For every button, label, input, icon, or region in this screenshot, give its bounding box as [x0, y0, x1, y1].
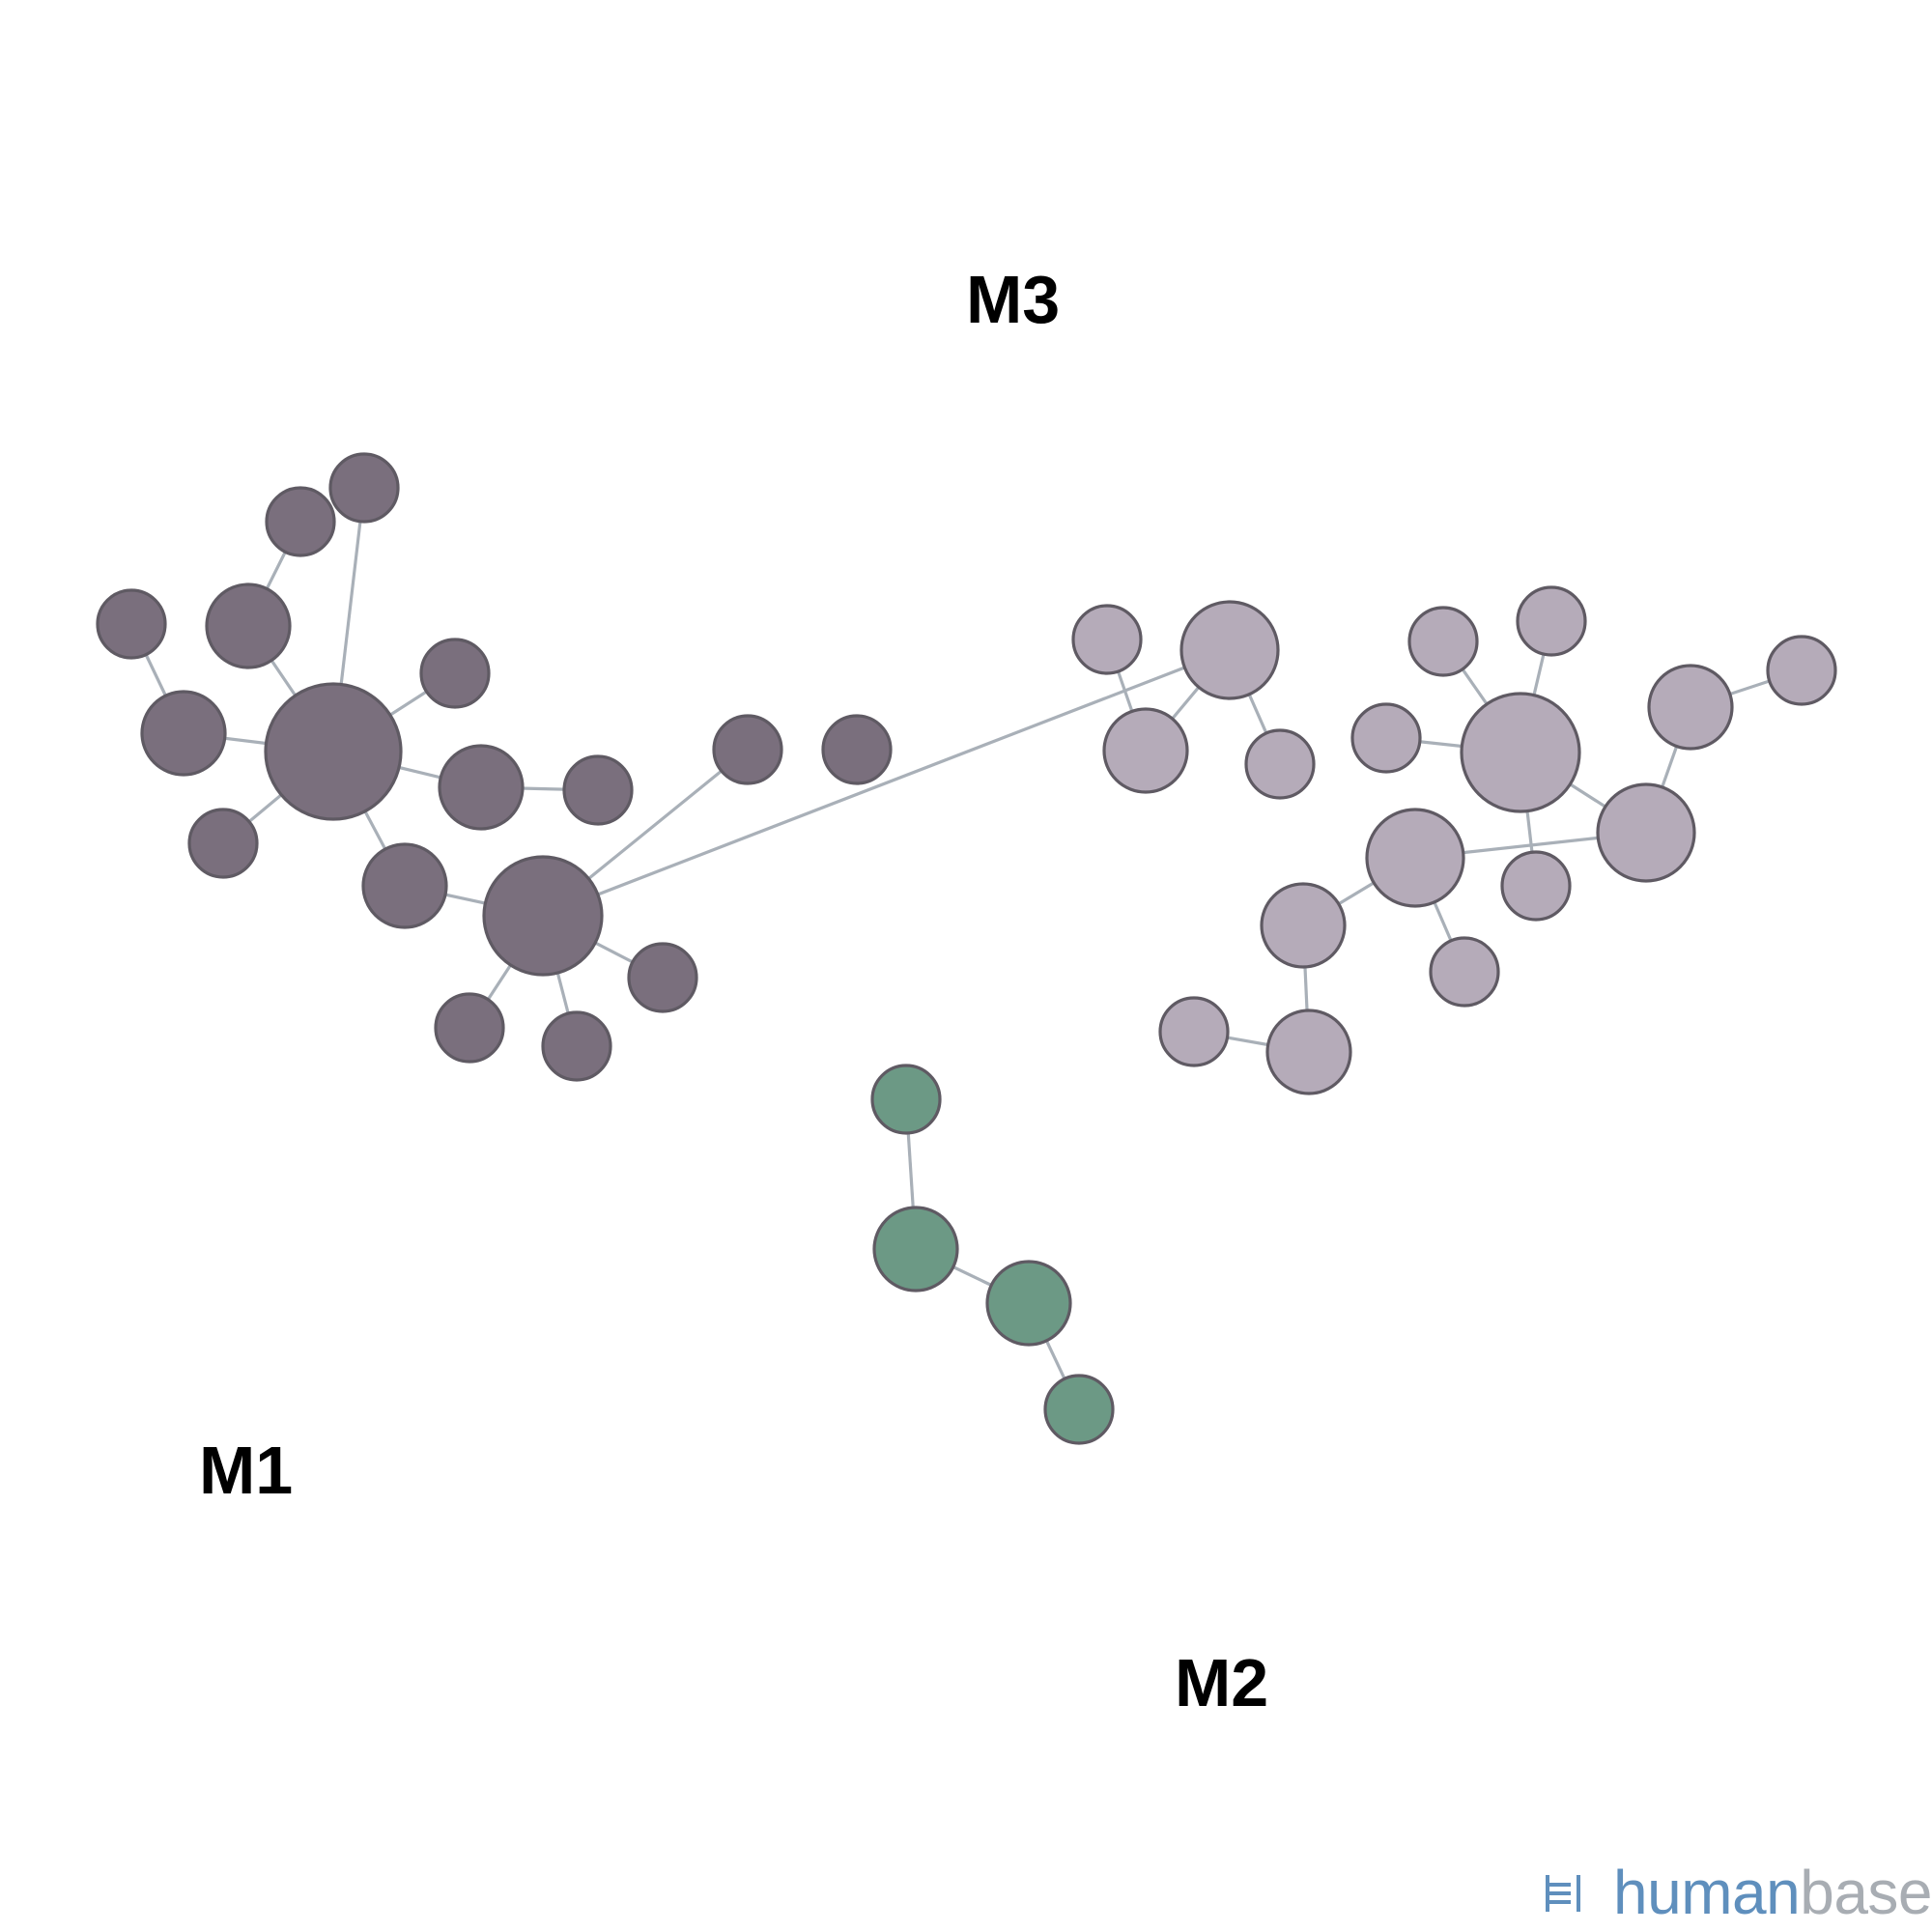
gene-node-m3[interactable]	[1102, 707, 1189, 794]
gene-node-m1[interactable]	[821, 714, 893, 785]
edge-a12-b2	[542, 648, 1231, 918]
gene-node-m3[interactable]	[1260, 882, 1347, 969]
gene-node-m1[interactable]	[482, 855, 604, 977]
gene-node-m1[interactable]	[562, 754, 634, 826]
gene-node-m3[interactable]	[1265, 1009, 1352, 1095]
gene-node-m2[interactable]	[870, 1064, 942, 1135]
module-label-m3: M3	[966, 262, 1060, 337]
gene-node-m1[interactable]	[96, 588, 167, 660]
gene-node-m1[interactable]	[434, 992, 505, 1064]
gene-node-m3[interactable]	[1596, 782, 1696, 883]
gene-node-m3[interactable]	[1766, 635, 1837, 706]
gene-node-m1[interactable]	[265, 486, 336, 557]
gene-node-m1[interactable]	[419, 638, 491, 709]
gene-node-m3[interactable]	[1460, 692, 1581, 813]
humanbase-logo-icon	[1546, 1875, 1581, 1912]
module-label-m1: M1	[199, 1433, 293, 1508]
gene-node-m2[interactable]	[985, 1260, 1072, 1347]
gene-node-m1[interactable]	[205, 582, 292, 669]
gene-node-m3[interactable]	[1365, 808, 1465, 908]
logo-text-base: base	[1800, 1858, 1932, 1927]
gene-node-m1[interactable]	[187, 808, 259, 879]
gene-node-m3[interactable]	[1429, 936, 1500, 1008]
gene-node-m1[interactable]	[541, 1010, 612, 1082]
gene-node-m3[interactable]	[1179, 600, 1280, 700]
module-label-m2: M2	[1175, 1645, 1268, 1720]
gene-node-m1[interactable]	[140, 690, 227, 777]
gene-node-m1[interactable]	[627, 942, 698, 1013]
gene-node-m1[interactable]	[361, 842, 448, 929]
gene-node-m3[interactable]	[1500, 850, 1572, 922]
gene-node-m3[interactable]	[1158, 996, 1230, 1067]
gene-node-m1[interactable]	[328, 452, 400, 524]
gene-node-m3[interactable]	[1350, 702, 1422, 774]
gene-node-m1[interactable]	[438, 744, 525, 831]
gene-node-m3[interactable]	[1516, 585, 1587, 657]
gene-node-m3[interactable]	[1244, 728, 1316, 800]
humanbase-logo: humanbase	[1546, 1859, 1932, 1926]
logo-text-human: human	[1613, 1858, 1801, 1927]
gene-node-m2[interactable]	[1043, 1374, 1115, 1445]
gene-node-m3[interactable]	[1647, 664, 1734, 751]
nodes-layer	[96, 452, 1837, 1445]
gene-node-m1[interactable]	[712, 714, 783, 785]
gene-node-m2[interactable]	[872, 1206, 959, 1293]
gene-node-m3[interactable]	[1407, 606, 1479, 677]
gene-node-m3[interactable]	[1071, 604, 1143, 675]
gene-node-m1[interactable]	[264, 682, 403, 821]
humanbase-logo-text: humanbase	[1613, 1861, 1932, 1923]
